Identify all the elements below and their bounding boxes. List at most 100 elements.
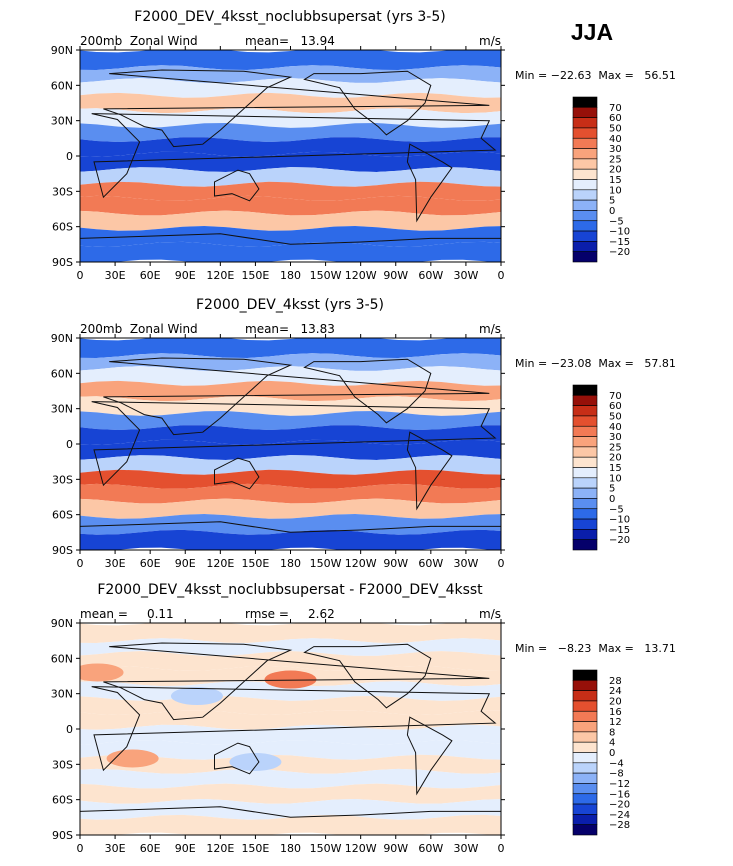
colorbar-label: 20 (609, 453, 622, 464)
map-area (80, 338, 501, 550)
x-tick-label: 60E (140, 557, 161, 570)
x-tick-label: 90E (175, 269, 196, 282)
y-tick-label: 30N (51, 115, 73, 128)
x-tick-label: 120W (345, 269, 377, 282)
colorbar-swatch (572, 415, 598, 427)
coastline (214, 457, 260, 490)
colorbar-swatch (572, 251, 598, 263)
coastline (214, 169, 260, 202)
wind-band (80, 469, 501, 489)
coastline (303, 643, 432, 709)
colorbar-swatch (572, 199, 598, 211)
colorbar-label: 15 (609, 463, 622, 474)
x-tick-label: 0 (498, 557, 505, 570)
wind-band (80, 210, 501, 231)
x-tick-label: 0 (498, 842, 505, 855)
colorbar-label: −8 (609, 769, 624, 780)
x-tick-label: 120E (206, 557, 234, 570)
center-label: mean= 13.83 (245, 322, 335, 336)
colorbar-label: 0 (609, 206, 615, 217)
wind-band (80, 123, 501, 142)
colorbar-swatch (572, 710, 598, 722)
colorbar-label: 5 (609, 196, 615, 207)
x-tick-label: 120E (206, 842, 234, 855)
colorbar-label: 24 (609, 686, 622, 697)
colorbar-swatch (572, 96, 598, 108)
colorbar-swatch (572, 680, 598, 691)
y-tick-label: 60N (51, 652, 73, 665)
x-tick-label: 90E (175, 557, 196, 570)
y-tick-label: 0 (66, 150, 73, 163)
colorbar-swatch (572, 669, 598, 681)
y-tick-label: 60N (51, 367, 73, 380)
colorbar-swatch (572, 508, 598, 520)
colorbar-label: 10 (609, 185, 622, 196)
wind-band (80, 92, 501, 114)
colorbar-swatch (572, 518, 598, 530)
colorbar-label: 0 (609, 494, 615, 505)
x-tick-label: 60W (418, 557, 443, 570)
colorbar-swatch (572, 752, 598, 764)
coastline (91, 686, 497, 772)
colorbar-label: 8 (609, 727, 615, 738)
x-tick-label: 60E (140, 269, 161, 282)
left-label: 200mb Zonal Wind (80, 322, 198, 336)
wind-band (80, 181, 501, 201)
anomaly-blob (80, 663, 124, 682)
colorbar-swatch (572, 700, 598, 712)
colorbar-swatch (572, 158, 598, 170)
colorbar-label: 70 (609, 391, 622, 402)
colorbar-swatch (572, 721, 598, 733)
y-tick-label: 90N (51, 44, 73, 57)
wind-band (80, 529, 501, 550)
y-tick-label: 60S (52, 509, 73, 522)
x-tick-label: 180 (280, 842, 301, 855)
wind-band (80, 78, 501, 98)
colorbar-label: 16 (609, 707, 622, 718)
wind-band (80, 740, 501, 760)
colorbar-label: 25 (609, 154, 622, 165)
coastline (91, 401, 497, 487)
y-tick-label: 90N (51, 332, 73, 345)
chart-title: F2000_DEV_4ksst (yrs 3-5) (196, 297, 384, 313)
wind-band (80, 814, 501, 835)
y-tick-label: 30N (51, 403, 73, 416)
left-label: mean = 0.11 (80, 607, 174, 621)
colorbar-label: 20 (609, 696, 622, 707)
x-tick-label: 150E (241, 842, 269, 855)
wind-band (80, 366, 501, 386)
wind-band (80, 338, 501, 358)
anomaly-blob (264, 670, 317, 689)
colorbar-label: 5 (609, 484, 615, 495)
colorbar-swatch (572, 405, 598, 417)
coastline (103, 357, 490, 436)
coastline (103, 642, 490, 721)
colorbar-label: 60 (609, 113, 622, 124)
colorbar-swatch (572, 436, 598, 448)
y-tick-label: 60N (51, 79, 73, 92)
wind-band (80, 439, 501, 460)
colorbar-swatch (572, 772, 598, 784)
x-tick-label: 0 (77, 557, 84, 570)
y-tick-label: 60S (52, 221, 73, 234)
colorbar-swatch (572, 529, 598, 540)
y-tick-label: 30S (52, 185, 73, 198)
wind-band (80, 241, 501, 262)
x-tick-label: 0 (498, 269, 505, 282)
colorbar-label: 20 (609, 165, 622, 176)
colorbar-label: −20 (609, 247, 630, 258)
colorbar-label: 30 (609, 144, 622, 155)
colorbar-swatch (572, 179, 598, 191)
center-label: rmse = 2.62 (245, 607, 335, 621)
coastline (406, 716, 453, 796)
wind-band (80, 425, 501, 445)
coastline (80, 521, 501, 533)
colorbar-swatch (572, 425, 598, 437)
wind-band (80, 396, 501, 416)
min-max-stats: Min = −23.08 Max = 57.81 (515, 357, 676, 370)
x-tick-label: 120E (206, 269, 234, 282)
wind-band (80, 380, 501, 402)
colorbar-label: 15 (609, 175, 622, 186)
colorbar-swatch (572, 783, 598, 795)
wind-band (80, 638, 501, 656)
